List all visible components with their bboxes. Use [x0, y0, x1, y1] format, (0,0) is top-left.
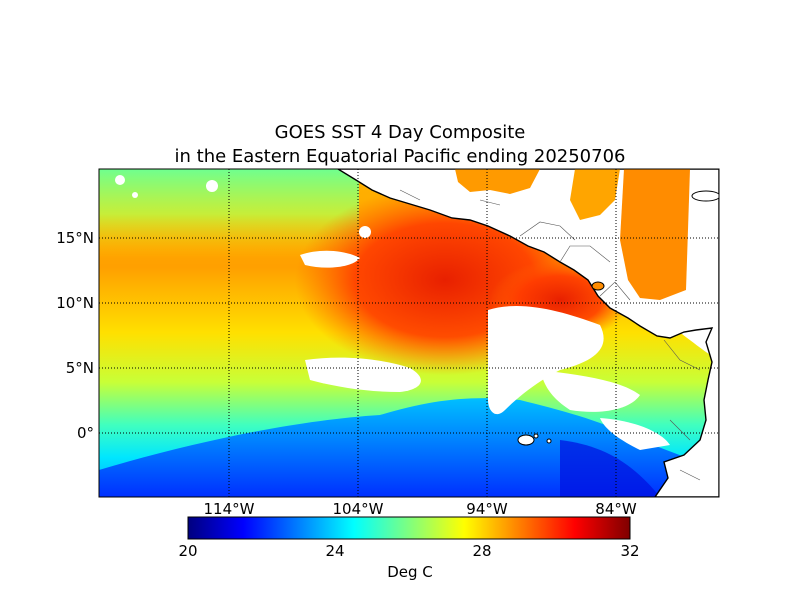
lon-label-94w: 94°W — [447, 500, 527, 518]
island-galapagos — [518, 435, 534, 445]
lat-label-15n: 15°N — [42, 229, 94, 247]
colorbar-tick-20: 20 — [168, 542, 208, 560]
colorbar-tick-24: 24 — [315, 542, 355, 560]
colorbar-label: Deg C — [310, 563, 510, 581]
lon-label-84w: 84°W — [576, 500, 656, 518]
island-cuba-tip — [692, 191, 720, 201]
lake-nicaragua — [592, 282, 604, 290]
colorbar-tick-28: 28 — [462, 542, 502, 560]
lon-label-104w: 104°W — [318, 500, 398, 518]
lon-label-114w: 114°W — [189, 500, 269, 518]
colorbar-tick-32: 32 — [610, 542, 650, 560]
colorbar — [188, 517, 630, 539]
lat-label-10n: 10°N — [42, 294, 94, 312]
lat-label-5n: 5°N — [42, 359, 94, 377]
sst-caribbean — [620, 169, 690, 300]
lat-label-0: 0° — [42, 424, 94, 442]
